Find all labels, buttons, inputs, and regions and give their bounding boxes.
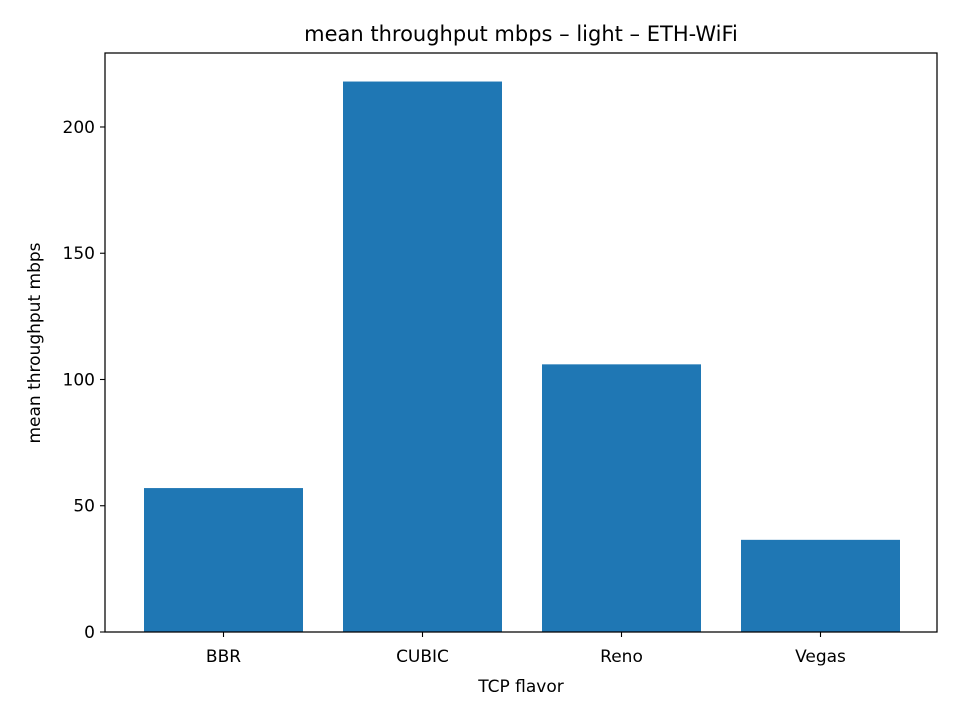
x-axis-label: TCP flavor (477, 677, 564, 697)
x-axis-ticks: BBR CUBIC Reno Vegas (206, 632, 846, 667)
plot-area-frame (104, 52, 938, 633)
x-tick-label: BBR (206, 647, 241, 667)
bar-vegas (741, 539, 900, 632)
x-tick-label: Reno (600, 647, 643, 667)
chart-title: mean throughput mbps – light – ETH-WiFi (304, 22, 738, 46)
x-tick-label: CUBIC (396, 647, 449, 667)
bars-layer (144, 81, 900, 632)
bar-bbr (144, 488, 303, 632)
y-axis-label: mean throughput mbps (25, 242, 45, 443)
y-tick-label: 50 (73, 497, 95, 517)
y-tick-label: 150 (63, 244, 95, 264)
y-tick-label: 200 (63, 118, 95, 138)
y-axis-ticks: 0 50 100 150 200 (63, 118, 105, 643)
bar-cubic (343, 81, 502, 632)
bar-reno (542, 364, 701, 632)
y-tick-label: 0 (84, 623, 95, 643)
y-tick-label: 100 (63, 370, 95, 390)
x-tick-label: Vegas (795, 647, 846, 667)
